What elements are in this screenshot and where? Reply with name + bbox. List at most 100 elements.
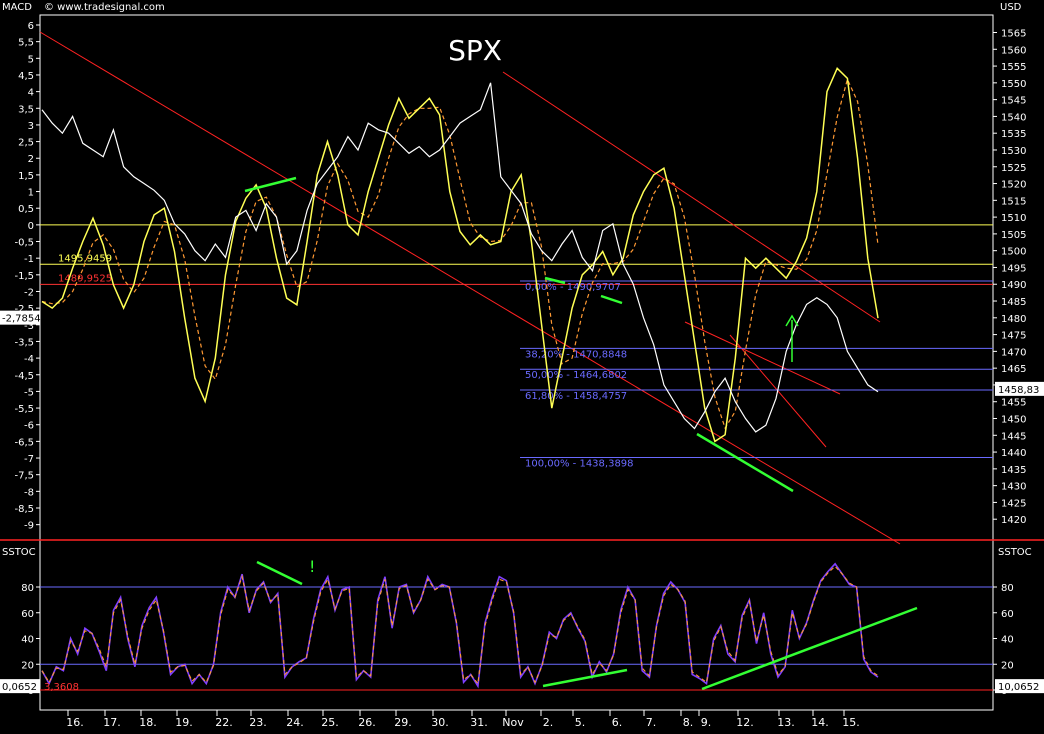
macd-axis-label: 5,5: [18, 38, 34, 49]
macd-axis-label: -2,5: [14, 304, 34, 315]
green-trend-annotation: [696, 432, 794, 493]
sstoc-right-axis-label: 40: [1001, 635, 1014, 646]
macd-axis-label: -3: [24, 321, 34, 332]
macd-line: [41, 67, 879, 443]
price-line: [41, 82, 879, 433]
up-arrow-head: [785, 314, 799, 327]
usd-axis-label: 1525: [1001, 163, 1026, 174]
usd-axis-label: 1445: [1001, 431, 1026, 442]
sstoc-exclamation: !: [309, 557, 315, 576]
usd-axis-label: 1465: [1001, 364, 1026, 375]
usd-axis-label: 1420: [1001, 515, 1026, 526]
sstoc-panel-frame: [39, 539, 994, 711]
macd-axis-label: -6: [24, 421, 34, 432]
usd-axis-label: 1455: [1001, 398, 1026, 409]
macd-axis-label: 4: [28, 88, 34, 99]
x-axis-label: 6.: [612, 716, 623, 729]
macd-axis-label: -7: [24, 454, 34, 465]
usd-axis-label: 1510: [1001, 213, 1026, 224]
x-axis-label: 7.: [646, 716, 657, 729]
macd-axis-label: 5: [28, 54, 34, 65]
sstoc-right-value: 10,0652: [998, 682, 1039, 693]
x-axis-label: 17.: [103, 716, 121, 729]
macd-axis-label: -1: [24, 254, 34, 265]
green-trend-annotation: [256, 560, 303, 586]
x-axis-label: 18.: [139, 716, 157, 729]
sstoc-right-axis-label: 60: [1001, 609, 1014, 620]
macd-axis-label: -3,5: [14, 337, 34, 348]
sstoc-d-line: [41, 565, 879, 685]
trendline: [39, 31, 901, 545]
macd-axis-label: -5: [24, 387, 34, 398]
sstoc-right-label: SSTOC: [998, 547, 1032, 558]
usd-axis-label: 1505: [1001, 230, 1026, 241]
macd-axis-label: 0,5: [18, 204, 34, 215]
x-axis-label: 29.: [394, 716, 412, 729]
macd-axis-label: -4: [24, 354, 34, 365]
usd-axis-label: 1560: [1001, 45, 1026, 56]
sstoc-k-line: [41, 562, 879, 689]
trendline: [684, 321, 841, 395]
fib-level-label: 0,00% - 1490,9707: [525, 282, 621, 293]
right-axis-unit-label: USD: [1000, 2, 1022, 13]
fib-level-label: 100,00% - 1438,3898: [525, 458, 634, 469]
usd-axis-label: 1520: [1001, 180, 1026, 191]
sstoc-current-value-box: [0, 679, 40, 694]
sstoc-secondary-value: 3,3608: [44, 682, 79, 693]
macd-axis-label: 0: [28, 221, 34, 232]
sstoc-axis-label: 60: [21, 609, 34, 620]
macd-axis-label: 2: [28, 154, 34, 165]
sstoc-axis-label: 40: [21, 635, 34, 646]
macd-axis-label: 4,5: [18, 71, 34, 82]
x-axis-label: 13.: [777, 716, 795, 729]
green-trend-annotation: [542, 668, 628, 688]
watermark: © www.tradesignal.com: [44, 2, 165, 13]
green-trend-annotation: [544, 276, 566, 285]
macd-axis-label: -2: [24, 287, 34, 298]
usd-axis-label: 1530: [1001, 146, 1026, 157]
sstoc-axis-label: 80: [21, 583, 34, 594]
x-axis-label: 15.: [842, 716, 860, 729]
usd-axis-label: 1555: [1001, 62, 1026, 73]
macd-axis-label: -8: [24, 487, 34, 498]
x-axis-label: 23.: [249, 716, 267, 729]
usd-axis-label: 1500: [1001, 247, 1026, 258]
macd-axis-label: -4,5: [14, 371, 34, 382]
x-axis-label: 9.: [701, 716, 712, 729]
macd-axis-label: 1,5: [18, 171, 34, 182]
usd-axis-label: 1495: [1001, 263, 1026, 274]
macd-axis-label: -7,5: [14, 471, 34, 482]
fib-level-label: 50,00% - 1464,6802: [525, 370, 627, 381]
sstoc-left-label: SSTOC: [2, 547, 36, 558]
usd-axis-label: 1535: [1001, 129, 1026, 140]
x-axis-label: 14.: [811, 716, 829, 729]
sstoc-right-axis-label: 20: [1001, 660, 1014, 671]
usd-axis-label: 1450: [1001, 415, 1026, 426]
x-axis-label: 25.: [321, 716, 339, 729]
macd-signal-line: [41, 77, 879, 430]
x-axis-label: 19.: [175, 716, 193, 729]
macd-axis-label: -9: [24, 521, 34, 532]
fib-level-label: 38,20% - 1470,8848: [525, 349, 627, 360]
usd-axis-label: 1515: [1001, 196, 1026, 207]
x-axis-label: 30.: [431, 716, 449, 729]
usd-axis-label: 1440: [1001, 448, 1026, 459]
left-panel-label: MACD: [2, 2, 32, 13]
usd-axis-label: 1490: [1001, 280, 1026, 291]
sstoc-right-axis-label: 80: [1001, 583, 1014, 594]
macd-axis-label: 3,5: [18, 104, 34, 115]
usd-axis-label: 1435: [1001, 465, 1026, 476]
usd-axis-label: 1550: [1001, 79, 1026, 90]
macd-axis-label: -8,5: [14, 504, 34, 515]
macd-axis-label: -6,5: [14, 437, 34, 448]
green-trend-annotation: [600, 294, 623, 305]
x-axis-label: 31.: [470, 716, 488, 729]
sstoc-axis-label: 20: [21, 660, 34, 671]
macd-current-value-box: [0, 310, 40, 325]
x-axis-label: 22.: [215, 716, 233, 729]
level-label-1489: 1489,9525: [58, 273, 112, 284]
macd-axis-label: 1: [28, 188, 34, 199]
x-axis-label: 12.: [736, 716, 754, 729]
